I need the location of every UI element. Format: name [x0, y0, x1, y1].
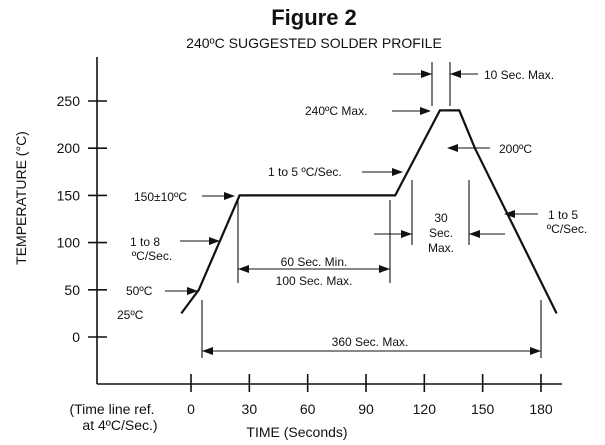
x-axis-label: TIME (Seconds) [246, 424, 347, 440]
y-tick-label-250: 250 [57, 93, 81, 109]
annotation-ramp-down-line1: 1 to 5 [548, 208, 578, 222]
annotation-soak-max: 100 Sec. Max. [276, 274, 353, 288]
x-tick-label-60: 60 [300, 401, 316, 417]
x-tick-label-120: 120 [413, 401, 437, 417]
annotation-above200-line1: 30 [434, 211, 448, 225]
y-tick-label-150: 150 [57, 187, 81, 203]
annotation-peak-max: 240ºC Max. [305, 104, 367, 118]
annotation-ramp-initial-line2: ºC/Sec. [132, 249, 172, 263]
x-ref-note-line1: (Time line ref. [69, 401, 154, 417]
x-tick-label-30: 30 [242, 401, 258, 417]
y-axis-label: TEMPERATURE (°C) [13, 131, 29, 265]
x-tick-label-150: 150 [471, 401, 495, 417]
annotation-above200-line2: Sec. [429, 226, 453, 240]
y-tick-label-200: 200 [57, 140, 81, 156]
annotation-ramp-up: 1 to 5 ºC/Sec. [268, 165, 342, 179]
x-ticks: 0 30 60 90 120 150 180 [187, 374, 553, 417]
y-tick-label-100: 100 [57, 235, 81, 251]
annotation-peak-dwell: 10 Sec. Max. [484, 68, 554, 82]
y-tick-label-50: 50 [64, 282, 80, 298]
profile-line [180, 109, 558, 315]
annotation-25c: 25ºC [117, 308, 144, 322]
annotation-soak-temp: 150±10ºC [134, 190, 187, 204]
annotation-ramp-initial-line1: 1 to 8 [130, 235, 160, 249]
x-ref-note-line2: at 4ºC/Sec.) [82, 417, 157, 433]
annotation-soak-min: 60 Sec. Min. [281, 255, 348, 269]
annotations: 10 Sec. Max. 240ºC Max. 1 to 5 ºC/Sec. 2… [117, 62, 587, 358]
x-tick-label-90: 90 [358, 401, 374, 417]
annotation-total: 360 Sec. Max. [332, 335, 409, 349]
chart-subtitle: 240ºC SUGGESTED SOLDER PROFILE [186, 35, 442, 51]
x-tick-label-180: 180 [529, 401, 553, 417]
annotation-above200-line3: Max. [428, 241, 454, 255]
x-tick-label-0: 0 [187, 401, 195, 417]
y-tick-label-0: 0 [72, 329, 80, 345]
y-ticks: 0 50 100 150 200 250 [57, 93, 107, 345]
annotation-50c: 50ºC [126, 284, 153, 298]
annotation-200c: 200ºC [499, 142, 532, 156]
annotation-ramp-down-line2: ºC/Sec. [547, 222, 587, 236]
chart-title: Figure 2 [271, 5, 357, 30]
